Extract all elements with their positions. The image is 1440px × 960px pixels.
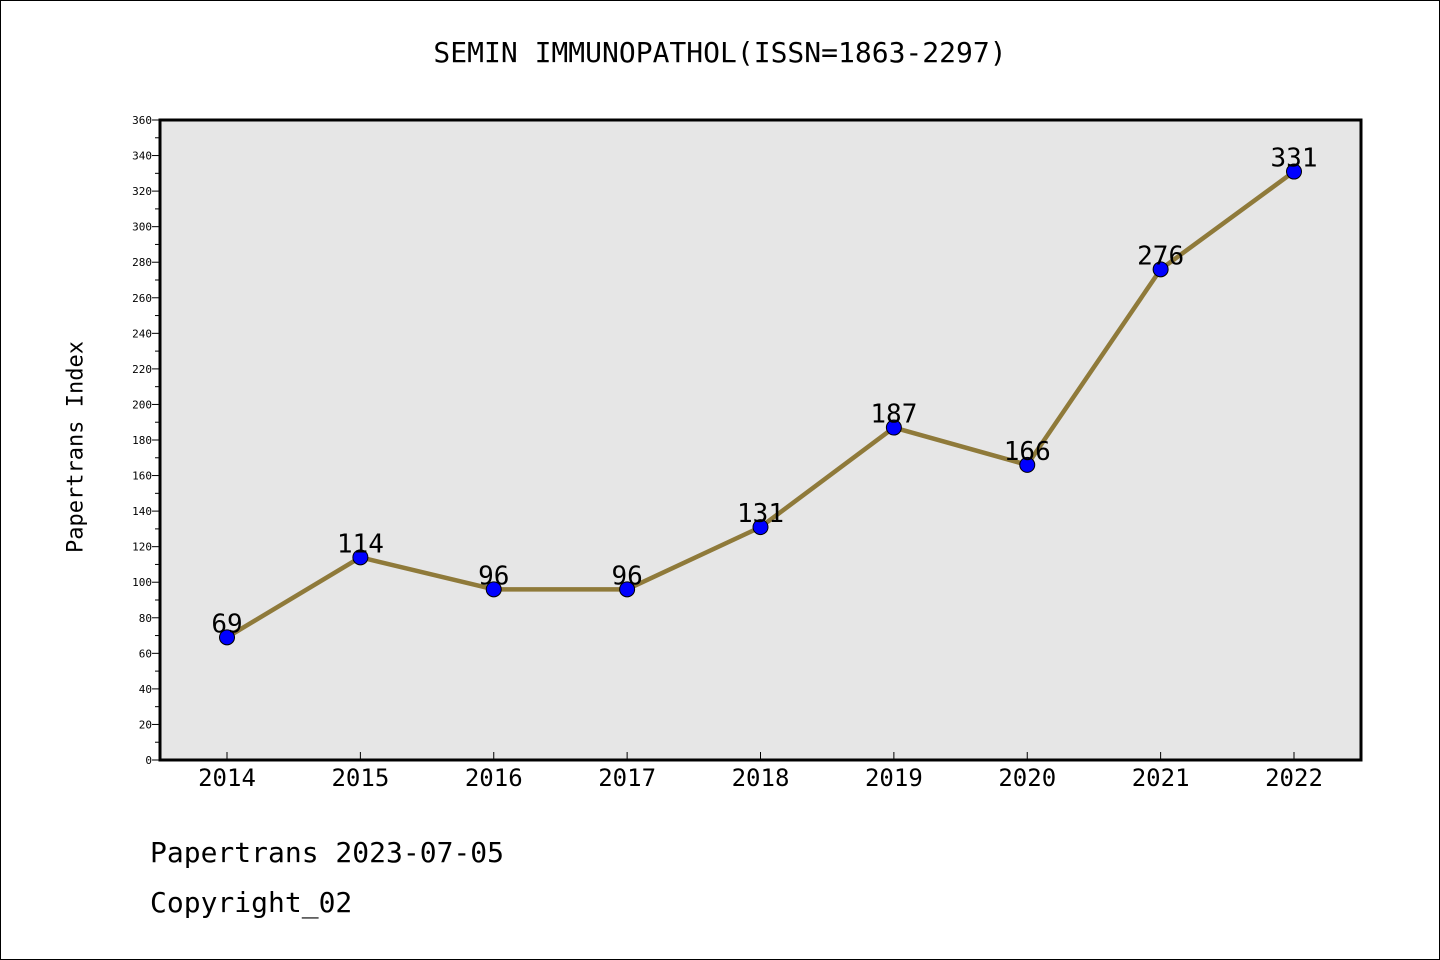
data-point bbox=[1019, 456, 1036, 473]
x-tick-label: 2022 bbox=[1265, 764, 1323, 792]
x-tick-label: 2019 bbox=[865, 764, 923, 792]
data-point bbox=[485, 581, 502, 598]
data-label: 276 bbox=[1137, 241, 1184, 271]
data-point bbox=[619, 581, 636, 598]
x-axis: 2014 2015 2016 2017 2018 2019 2020 2021 2022 bbox=[198, 752, 1323, 792]
data-labels: 69 114 96 96 131 187 166 276 331 bbox=[211, 144, 1317, 640]
y-tick-label: 220 bbox=[132, 363, 152, 376]
data-point bbox=[1286, 163, 1302, 180]
y-tick-label: 260 bbox=[132, 292, 152, 305]
x-tick-label: 2021 bbox=[1132, 764, 1190, 792]
data-label: 166 bbox=[1004, 437, 1051, 467]
y-tick-label: 100 bbox=[132, 576, 152, 589]
data-label: 96 bbox=[478, 561, 509, 591]
y-tick-label: 80 bbox=[139, 612, 152, 625]
y-tick-label: 200 bbox=[132, 398, 152, 411]
chart-title: SEMIN IMMUNOPATHOL(ISSN=1863-2297) bbox=[433, 36, 1007, 69]
x-tick-label: 2020 bbox=[998, 764, 1056, 792]
data-label: 96 bbox=[611, 561, 642, 591]
y-tick-label: 180 bbox=[132, 434, 152, 447]
data-label: 331 bbox=[1271, 144, 1318, 174]
data-label: 187 bbox=[870, 400, 917, 430]
data-label: 114 bbox=[337, 529, 384, 559]
data-point bbox=[885, 419, 902, 436]
plot-border bbox=[158, 118, 1363, 762]
y-tick-label: 280 bbox=[132, 256, 152, 269]
plot-area bbox=[160, 120, 1361, 760]
y-tick-label: 340 bbox=[132, 150, 152, 163]
data-point bbox=[219, 629, 235, 646]
x-tick-label: 2016 bbox=[465, 764, 523, 792]
y-tick-label: 120 bbox=[132, 541, 152, 554]
y-axis: 0 20 40 60 80 100 120 140 160 180 200 220 240 260 280 3… bbox=[132, 114, 160, 767]
y-tick-label: 40 bbox=[139, 683, 152, 696]
y-tick-label: 320 bbox=[132, 185, 152, 198]
footer-copyright: Copyright_02 bbox=[150, 886, 353, 919]
footer-date: Papertrans 2023-07-05 bbox=[150, 836, 505, 869]
y-tick-label: 0 bbox=[145, 754, 152, 767]
data-point bbox=[752, 519, 769, 536]
x-tick-label: 2017 bbox=[598, 764, 656, 792]
y-tick-label: 360 bbox=[132, 114, 152, 127]
series-markers bbox=[219, 163, 1302, 646]
y-tick-label: 60 bbox=[139, 647, 152, 660]
y-tick-label: 300 bbox=[132, 221, 152, 234]
y-tick-label: 140 bbox=[132, 505, 152, 518]
y-tick-label: 160 bbox=[132, 470, 152, 483]
x-tick-label: 2014 bbox=[198, 764, 256, 792]
data-label: 131 bbox=[737, 499, 784, 529]
x-tick-label: 2018 bbox=[732, 764, 790, 792]
data-point bbox=[352, 549, 369, 566]
y-tick-label: 240 bbox=[132, 327, 152, 340]
data-label: 69 bbox=[211, 609, 242, 639]
y-tick-label: 20 bbox=[139, 718, 152, 731]
x-tick-label: 2015 bbox=[331, 764, 389, 792]
data-point bbox=[1152, 261, 1169, 278]
